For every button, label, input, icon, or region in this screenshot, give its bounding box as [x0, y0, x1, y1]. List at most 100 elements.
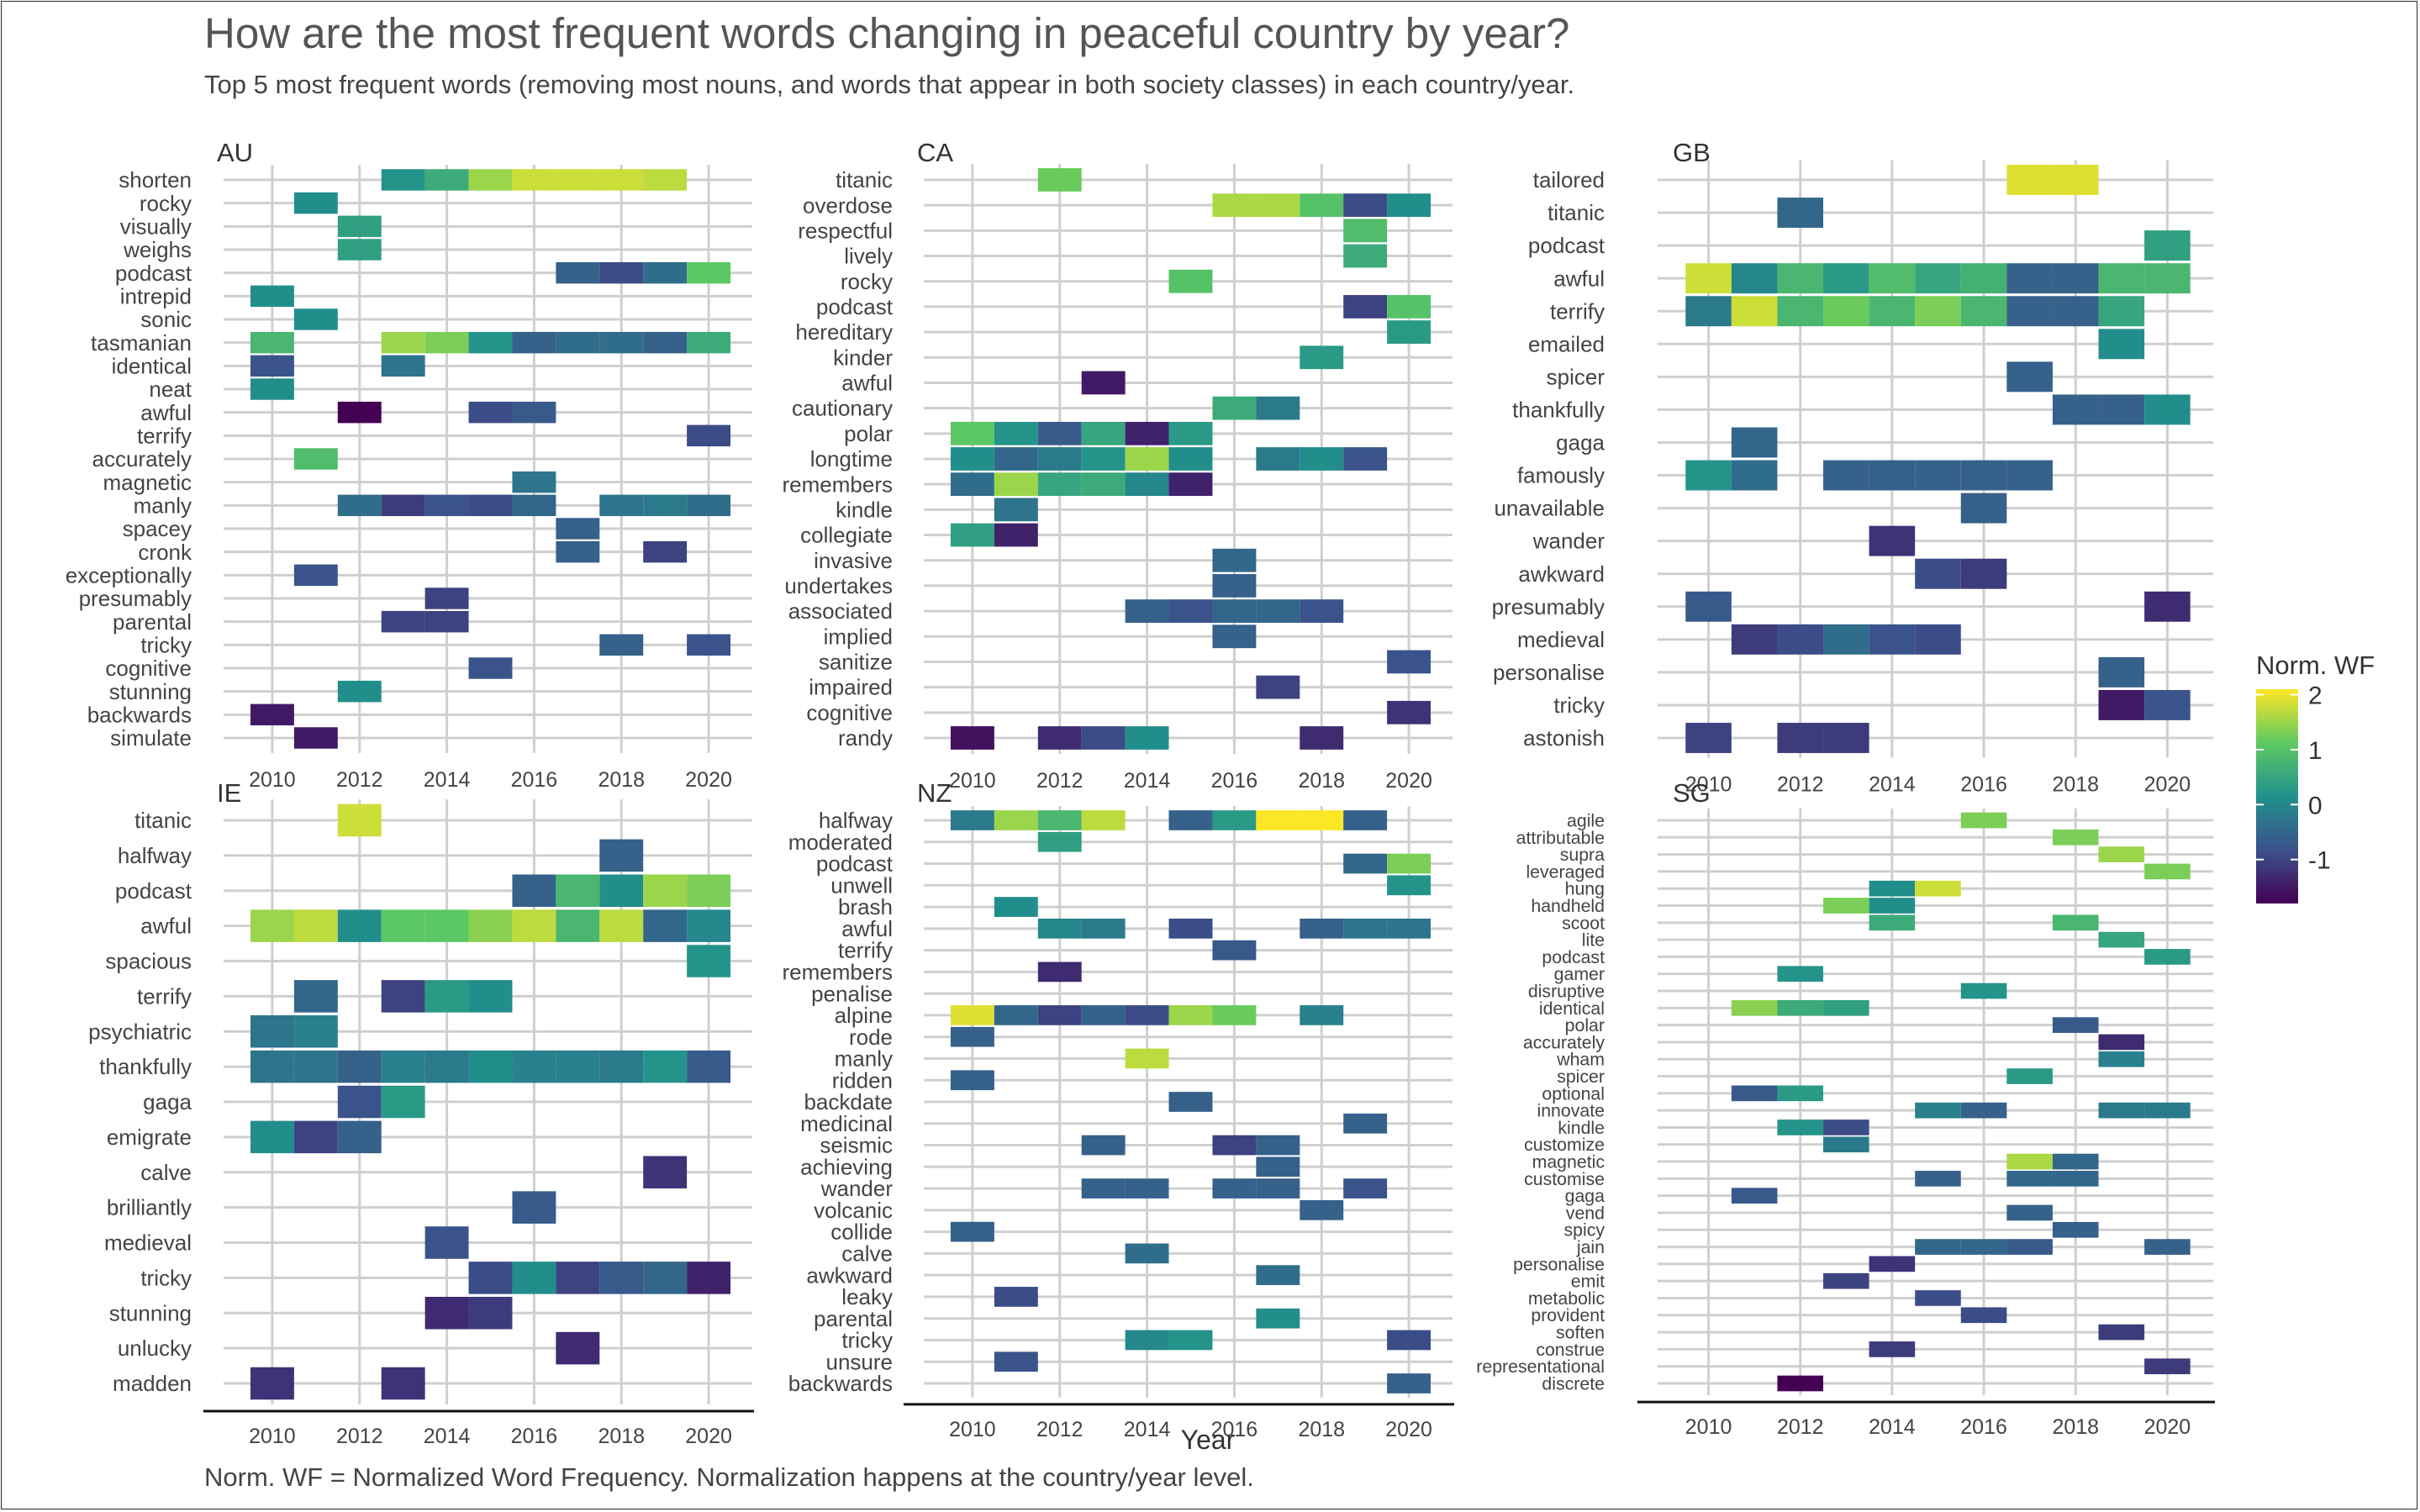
heatmap-cell — [424, 587, 469, 609]
panel-title: AU — [217, 138, 253, 167]
heatmap-cell — [1256, 193, 1300, 218]
y-tick-label: astonish — [1523, 725, 1605, 751]
y-tick-label: longtime — [810, 446, 893, 472]
heatmap-cell — [2006, 296, 2053, 327]
heatmap-cell — [424, 494, 469, 517]
heatmap-cell — [950, 1026, 994, 1047]
y-tick-label: medieval — [104, 1230, 192, 1256]
panel-gb: GB tailored titanic podcast awful terrify emai… — [1492, 138, 2213, 797]
heatmap-cell — [1081, 810, 1126, 830]
heatmap-cell — [468, 1296, 513, 1330]
heatmap-cell — [556, 331, 600, 354]
y-tick-label: lively — [844, 244, 893, 269]
heatmap-cell — [2052, 263, 2099, 294]
y-tick-label: psychiatric — [88, 1019, 192, 1044]
heatmap-cell — [1387, 1330, 1431, 1351]
x-tick-label: 2016 — [1211, 769, 1258, 793]
heatmap-cell — [1168, 269, 1213, 293]
heatmap-cell — [2144, 863, 2191, 880]
heatmap-cell — [512, 874, 556, 908]
y-tick-label: provident — [1531, 1305, 1605, 1325]
y-tick-label: awful — [1553, 266, 1605, 291]
y-tick-label: disruptive — [1528, 981, 1605, 1001]
heatmap-cell — [687, 634, 731, 656]
heatmap-cell — [1037, 810, 1082, 830]
heatmap-cell — [1037, 472, 1082, 497]
x-tick-label: 2020 — [685, 1425, 732, 1448]
heatmap-cell — [250, 909, 294, 942]
heatmap-cell — [1777, 263, 1824, 294]
heatmap-cell — [2098, 846, 2145, 862]
heatmap-cell — [1081, 472, 1126, 497]
heatmap-cell — [1777, 296, 1824, 327]
y-tick-label: podcast — [115, 878, 192, 904]
heatmap-cell — [381, 909, 425, 942]
y-tick-label: neat — [149, 377, 192, 402]
panel-title: CA — [917, 138, 953, 167]
heatmap-cell — [1869, 460, 1916, 491]
panel-ca: CAtitanicoverdoserespectfullivelyrockypo… — [783, 138, 1453, 793]
heatmap-cell — [337, 1050, 382, 1083]
heatmap-cell — [950, 523, 994, 547]
y-tick-label: personalise — [1493, 660, 1605, 685]
y-tick-label: terrify — [137, 983, 192, 1009]
heatmap-cell — [1387, 320, 1431, 344]
heatmap-cell — [1081, 371, 1126, 395]
y-tick-label: customize — [1524, 1135, 1605, 1155]
heatmap-cell — [2144, 263, 2191, 294]
heatmap-cell — [556, 1050, 600, 1083]
heatmap-cell — [1823, 263, 1869, 294]
y-tick-label: podcast — [816, 294, 894, 319]
heatmap-cell — [599, 494, 644, 517]
heatmap-cell — [687, 261, 731, 284]
y-tick-label: cognitive — [806, 700, 893, 725]
y-tick-label: identical — [112, 353, 192, 378]
heatmap-cell — [1731, 296, 1778, 327]
heatmap-cell — [1037, 726, 1082, 750]
y-tick-label: titanic — [134, 808, 192, 833]
heatmap-cell — [512, 1050, 556, 1083]
heatmap-cell — [2052, 1221, 2099, 1238]
heatmap-cell — [2006, 361, 2053, 392]
y-tick-label: parental — [113, 609, 192, 635]
y-tick-label: presumably — [1492, 594, 1605, 619]
heatmap-cell — [643, 169, 688, 191]
heatmap-cell — [2098, 263, 2145, 294]
y-tick-label: backwards — [788, 1371, 893, 1396]
y-tick-label: hung — [1565, 879, 1605, 899]
heatmap-cell — [250, 703, 294, 726]
heatmap-cell — [1212, 599, 1257, 623]
heatmap-cell — [599, 331, 644, 354]
heatmap-cell — [1081, 447, 1126, 471]
heatmap-cell — [1869, 914, 1916, 931]
heatmap-cell — [1685, 460, 1732, 491]
heatmap-cell — [1823, 1120, 1869, 1135]
heatmap-cell — [2098, 1034, 2145, 1051]
heatmap-cell — [468, 401, 513, 424]
heatmap-cell — [293, 980, 338, 1013]
heatmap-cell — [2052, 1171, 2099, 1187]
y-tick-label: handheld — [1531, 896, 1605, 916]
heatmap-cell — [2098, 1051, 2145, 1067]
y-tick-label: penalise — [811, 981, 893, 1006]
heatmap-cell — [293, 909, 338, 942]
y-tick-label: rocky — [140, 191, 192, 216]
heatmap-cell — [2052, 1017, 2099, 1033]
heatmap-cell — [250, 331, 294, 354]
heatmap-cell — [687, 1262, 731, 1294]
y-tick-label: respectful — [798, 218, 893, 243]
heatmap-cell — [1168, 1330, 1213, 1351]
y-tick-label: terrify — [838, 938, 893, 963]
legend-colorbar — [2256, 689, 2298, 904]
heatmap-cell — [599, 1262, 644, 1294]
heatmap-cell — [1256, 1178, 1300, 1199]
heatmap-cell — [468, 909, 513, 942]
y-tick-label: cognitive — [105, 656, 192, 681]
y-tick-label: rocky — [841, 269, 893, 294]
heatmap-cell — [1685, 723, 1732, 753]
x-tick-label: 2010 — [1685, 1415, 1732, 1439]
heatmap-cell — [1212, 193, 1257, 218]
x-tick-label: 2012 — [1777, 773, 1824, 797]
heatmap-cell — [250, 1120, 294, 1154]
heatmap-cell — [599, 874, 644, 908]
